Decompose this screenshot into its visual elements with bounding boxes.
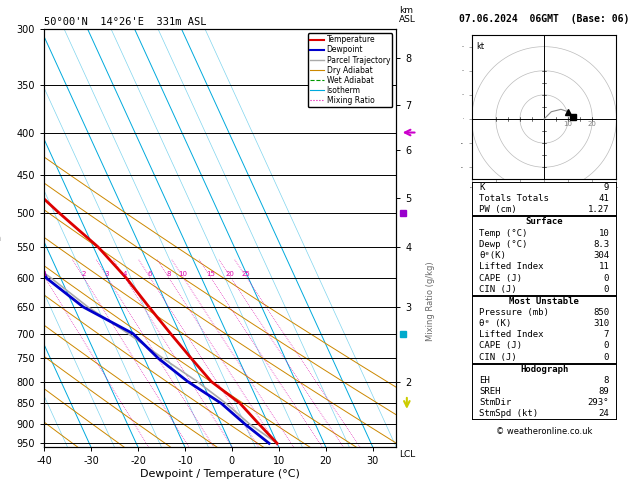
Text: SREH: SREH [479, 387, 501, 396]
Text: 2: 2 [81, 271, 86, 277]
Text: 50°00'N  14°26'E  331m ASL: 50°00'N 14°26'E 331m ASL [44, 17, 206, 27]
Text: Surface: Surface [525, 217, 563, 226]
Text: CAPE (J): CAPE (J) [479, 341, 522, 350]
Text: 310: 310 [593, 319, 610, 328]
Text: 8.3: 8.3 [593, 240, 610, 249]
Text: kt: kt [477, 42, 485, 51]
Text: CAPE (J): CAPE (J) [479, 274, 522, 283]
Text: Most Unstable: Most Unstable [509, 297, 579, 306]
Text: CIN (J): CIN (J) [479, 285, 516, 294]
Text: LCL: LCL [399, 450, 416, 459]
Text: θᵉ (K): θᵉ (K) [479, 319, 511, 328]
Text: 1.27: 1.27 [587, 205, 610, 214]
Legend: Temperature, Dewpoint, Parcel Trajectory, Dry Adiabat, Wet Adiabat, Isotherm, Mi: Temperature, Dewpoint, Parcel Trajectory… [308, 33, 392, 107]
Text: 304: 304 [593, 251, 610, 260]
Text: Hodograph: Hodograph [520, 364, 568, 374]
Text: Pressure (mb): Pressure (mb) [479, 308, 549, 317]
Text: 4: 4 [122, 271, 126, 277]
Text: 6: 6 [147, 271, 152, 277]
Text: Temp (°C): Temp (°C) [479, 228, 527, 238]
Text: StmDir: StmDir [479, 398, 511, 407]
Text: PW (cm): PW (cm) [479, 205, 516, 214]
Text: 0: 0 [604, 352, 610, 362]
Text: K: K [479, 183, 484, 192]
Text: Dewp (°C): Dewp (°C) [479, 240, 527, 249]
Text: 3: 3 [105, 271, 109, 277]
Text: 20: 20 [588, 121, 597, 127]
Text: km
ASL: km ASL [399, 6, 416, 24]
Text: 850: 850 [593, 308, 610, 317]
Text: 0: 0 [604, 285, 610, 294]
Text: 8: 8 [166, 271, 170, 277]
Text: 11: 11 [598, 262, 610, 271]
Text: StmSpd (kt): StmSpd (kt) [479, 409, 538, 418]
Text: 20: 20 [226, 271, 235, 277]
X-axis label: Dewpoint / Temperature (°C): Dewpoint / Temperature (°C) [140, 469, 300, 479]
Text: 89: 89 [598, 387, 610, 396]
Text: 41: 41 [598, 194, 610, 203]
Text: 8: 8 [604, 376, 610, 385]
Text: 293°: 293° [587, 398, 610, 407]
Text: 10: 10 [564, 121, 572, 127]
Text: 07.06.2024  06GMT  (Base: 06): 07.06.2024 06GMT (Base: 06) [459, 14, 629, 24]
Text: 25: 25 [242, 271, 250, 277]
Text: Lifted Index: Lifted Index [479, 330, 543, 339]
Text: 0: 0 [604, 274, 610, 283]
Text: 7: 7 [604, 330, 610, 339]
Text: CIN (J): CIN (J) [479, 352, 516, 362]
Text: 10: 10 [598, 228, 610, 238]
Text: 0: 0 [604, 341, 610, 350]
Text: θᵉ(K): θᵉ(K) [479, 251, 506, 260]
Text: Totals Totals: Totals Totals [479, 194, 549, 203]
Text: 15: 15 [206, 271, 215, 277]
Text: Lifted Index: Lifted Index [479, 262, 543, 271]
Text: EH: EH [479, 376, 490, 385]
Text: 9: 9 [604, 183, 610, 192]
Text: 24: 24 [598, 409, 610, 418]
Text: 1: 1 [42, 271, 47, 277]
Y-axis label: hPa: hPa [0, 233, 1, 243]
Text: © weatheronline.co.uk: © weatheronline.co.uk [496, 427, 593, 436]
Text: 10: 10 [179, 271, 187, 277]
Text: Mixing Ratio (g/kg): Mixing Ratio (g/kg) [426, 261, 435, 341]
